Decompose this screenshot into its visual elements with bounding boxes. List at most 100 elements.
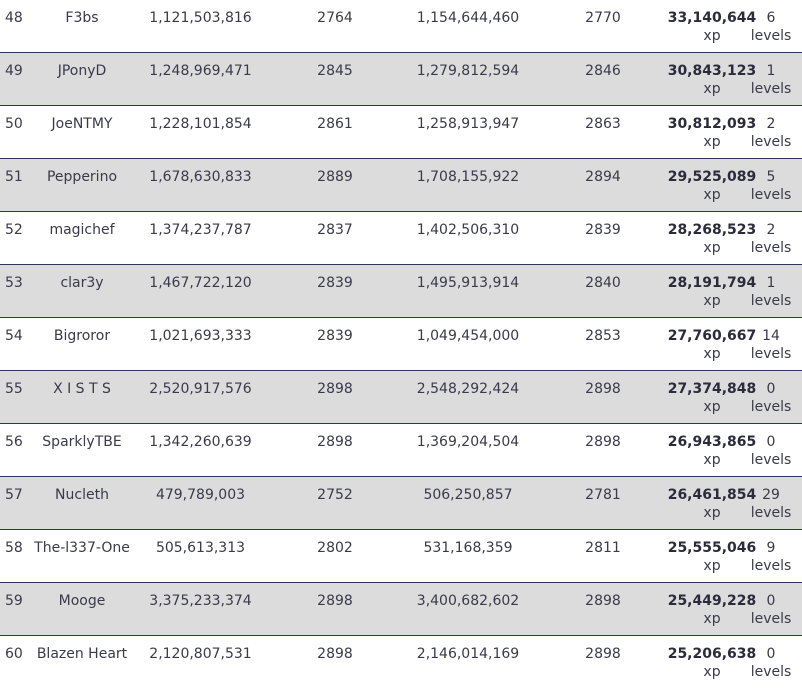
level-start-cell: 2839	[317, 275, 353, 291]
level-gain-value: 14	[762, 328, 780, 344]
xp-gain-cell: 25,555,046 xp	[666, 540, 758, 575]
level-gain-cell: 2 levels	[744, 116, 798, 151]
level-start-cell: 2898	[317, 646, 353, 662]
xp-end-cell: 1,495,913,914	[416, 275, 520, 291]
xp-unit: xp	[703, 452, 721, 468]
level-gain-value: 1	[766, 275, 776, 291]
level-start-cell: 2861	[317, 116, 353, 132]
table-row: 52 magichef 1,374,237,787 2837 1,402,506…	[0, 212, 802, 265]
level-gain-cell: 0 levels	[744, 646, 798, 681]
player-name[interactable]: clar3y	[60, 275, 104, 291]
xp-end-cell: 1,708,155,922	[416, 169, 520, 185]
table-row: 55 X I S T S 2,520,917,576 2898 2,548,29…	[0, 371, 802, 424]
xp-gain-value: 28,268,523	[667, 222, 757, 238]
level-unit: levels	[750, 505, 792, 521]
player-name[interactable]: Bigroror	[53, 328, 111, 344]
xp-start-cell: 1,342,260,639	[149, 434, 252, 450]
level-gain-cell: 29 levels	[744, 487, 798, 522]
player-name[interactable]: JoeNTMY	[51, 116, 113, 132]
xp-end-cell: 2,146,014,169	[416, 646, 520, 662]
xp-gain-cell: 28,268,523 xp	[666, 222, 758, 257]
xp-start-cell: 3,375,233,374	[149, 593, 252, 609]
xp-unit: xp	[703, 399, 721, 415]
level-gain-value: 5	[766, 169, 776, 185]
table-row: 50 JoeNTMY 1,228,101,854 2861 1,258,913,…	[0, 106, 802, 159]
xp-start-cell: 2,120,807,531	[149, 646, 252, 662]
level-gain-cell: 6 levels	[744, 10, 798, 45]
level-unit: levels	[750, 611, 792, 627]
player-name[interactable]: Mooge	[58, 593, 106, 609]
xp-gain-cell: 29,525,089 xp	[666, 169, 758, 204]
level-start-cell: 2889	[317, 169, 353, 185]
xp-gain-value: 29,525,089	[667, 169, 757, 185]
rank-cell: 55	[5, 381, 23, 397]
level-start-cell: 2764	[317, 10, 353, 26]
level-end-cell: 2863	[585, 116, 621, 132]
xp-gain-cell: 25,449,228 xp	[666, 593, 758, 628]
xp-gain-cell: 26,943,865 xp	[666, 434, 758, 469]
level-gain-cell: 0 levels	[744, 593, 798, 628]
rank-cell: 60	[5, 646, 23, 662]
table-row: 51 Pepperino 1,678,630,833 2889 1,708,15…	[0, 159, 802, 212]
player-name[interactable]: F3bs	[65, 10, 99, 26]
level-gain-cell: 2 levels	[744, 222, 798, 257]
level-unit: levels	[750, 293, 792, 309]
level-end-cell: 2894	[585, 169, 621, 185]
level-unit: levels	[750, 452, 792, 468]
rank-cell: 59	[5, 593, 23, 609]
rank-cell: 48	[5, 10, 23, 26]
xp-end-cell: 531,168,359	[423, 540, 513, 556]
level-end-cell: 2898	[585, 381, 621, 397]
level-unit: levels	[750, 346, 792, 362]
xp-start-cell: 1,374,237,787	[149, 222, 252, 238]
xp-unit: xp	[703, 28, 721, 44]
xp-start-cell: 1,678,630,833	[149, 169, 252, 185]
level-unit: levels	[750, 664, 792, 680]
level-start-cell: 2898	[317, 434, 353, 450]
xp-gain-cell: 27,760,667 xp	[666, 328, 758, 363]
level-gain-cell: 9 levels	[744, 540, 798, 575]
level-end-cell: 2840	[585, 275, 621, 291]
level-gain-cell: 1 levels	[744, 63, 798, 98]
level-end-cell: 2839	[585, 222, 621, 238]
xp-gain-value: 30,812,093	[667, 116, 757, 132]
level-unit: levels	[750, 399, 792, 415]
player-name[interactable]: Blazen Heart	[36, 646, 128, 662]
level-end-cell: 2811	[585, 540, 621, 556]
xp-gain-value: 26,943,865	[667, 434, 757, 450]
player-name[interactable]: magichef	[49, 222, 115, 238]
level-end-cell: 2846	[585, 63, 621, 79]
xp-gain-value: 25,449,228	[667, 593, 757, 609]
level-end-cell: 2898	[585, 593, 621, 609]
xp-gain-cell: 30,843,123 xp	[666, 63, 758, 98]
table-row: 53 clar3y 1,467,722,120 2839 1,495,913,9…	[0, 265, 802, 318]
xp-gain-value: 25,206,638	[667, 646, 757, 662]
level-gain-value: 9	[766, 540, 776, 556]
rank-cell: 51	[5, 169, 23, 185]
level-start-cell: 2752	[317, 487, 353, 503]
player-name[interactable]: X I S T S	[53, 381, 111, 397]
xp-gain-cell: 28,191,794 xp	[666, 275, 758, 310]
player-name[interactable]: Nucleth	[55, 487, 109, 503]
level-start-cell: 2845	[317, 63, 353, 79]
xp-gain-cell: 30,812,093 xp	[666, 116, 758, 151]
xp-end-cell: 3,400,682,602	[416, 593, 520, 609]
xp-start-cell: 479,789,003	[155, 487, 246, 503]
player-name[interactable]: SparklyTBE	[42, 434, 122, 450]
level-gain-cell: 1 levels	[744, 275, 798, 310]
player-name[interactable]: Pepperino	[46, 169, 118, 185]
table-row: 58 The-l337-One 505,613,313 2802 531,168…	[0, 530, 802, 583]
xp-unit: xp	[703, 346, 721, 362]
player-name[interactable]: The-l337-One	[34, 540, 130, 556]
level-gain-value: 0	[766, 646, 776, 662]
xp-unit: xp	[703, 81, 721, 97]
table-row: 56 SparklyTBE 1,342,260,639 2898 1,369,2…	[0, 424, 802, 477]
level-start-cell: 2837	[317, 222, 353, 238]
xp-start-cell: 1,021,693,333	[149, 328, 252, 344]
player-name[interactable]: JPonyD	[57, 63, 107, 79]
xp-start-cell: 1,248,969,471	[149, 63, 252, 79]
level-start-cell: 2839	[317, 328, 353, 344]
rank-cell: 58	[5, 540, 23, 556]
level-gain-cell: 14 levels	[744, 328, 798, 363]
level-end-cell: 2898	[585, 646, 621, 662]
